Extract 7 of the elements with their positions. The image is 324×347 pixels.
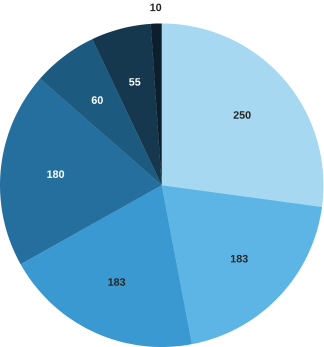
- data-label: 250: [234, 111, 251, 119]
- data-label: 10: [150, 4, 162, 12]
- data-label: 60: [92, 96, 104, 104]
- data-label: 183: [108, 278, 126, 286]
- data-label: 180: [48, 170, 64, 178]
- data-label: 183: [231, 254, 248, 263]
- data-label: 55: [129, 78, 141, 86]
